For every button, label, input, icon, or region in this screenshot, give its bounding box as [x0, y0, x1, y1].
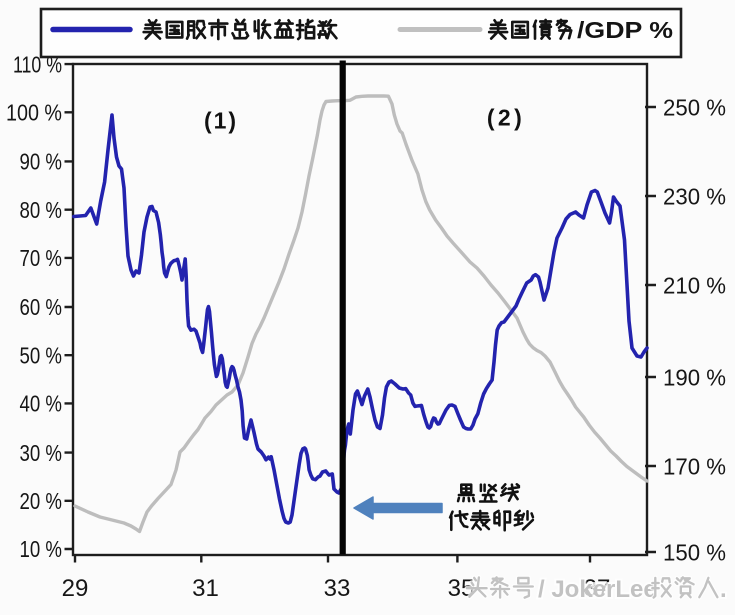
- svg-text:210 %: 210 %: [663, 272, 726, 298]
- svg-text:190 %: 190 %: [663, 364, 726, 390]
- svg-text:(1): (1): [204, 108, 238, 134]
- svg-text:33: 33: [324, 575, 351, 602]
- svg-text:100 %: 100 %: [6, 100, 62, 126]
- svg-text:40 %: 40 %: [20, 391, 63, 417]
- svg-text:80 %: 80 %: [20, 197, 63, 223]
- svg-text:230 %: 230 %: [663, 183, 726, 209]
- svg-text:/ JokerLee: / JokerLee: [538, 576, 657, 603]
- svg-text:20 %: 20 %: [20, 488, 63, 514]
- svg-text:150 %: 150 %: [663, 539, 726, 565]
- svg-text:60 %: 60 %: [20, 294, 63, 320]
- svg-text:37: 37: [584, 575, 611, 602]
- svg-text:29: 29: [62, 575, 89, 602]
- svg-text:250 %: 250 %: [663, 94, 726, 120]
- svg-text:10 %: 10 %: [20, 536, 63, 562]
- svg-text:(2): (2): [487, 105, 525, 131]
- svg-text:/GDP %: /GDP %: [577, 17, 673, 43]
- svg-text:50 %: 50 %: [20, 342, 63, 368]
- svg-text:170 %: 170 %: [663, 453, 726, 479]
- svg-text:70 %: 70 %: [20, 245, 63, 271]
- svg-text:90 %: 90 %: [20, 149, 63, 175]
- svg-text:.: .: [720, 576, 727, 603]
- svg-text:31: 31: [192, 575, 219, 602]
- svg-text:30 %: 30 %: [20, 440, 63, 466]
